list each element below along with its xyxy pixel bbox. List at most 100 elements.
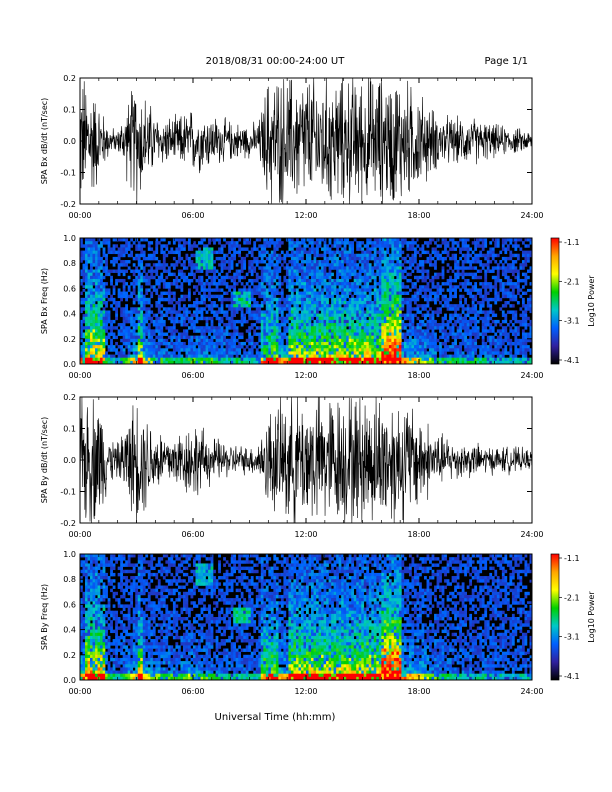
spectrogram-cell — [328, 319, 332, 324]
spectrogram-cell — [386, 332, 390, 336]
spectrogram-cell — [351, 345, 355, 349]
spectrogram-cell — [230, 247, 234, 251]
spectrogram-cell — [401, 335, 405, 340]
spectrogram-cell — [278, 348, 282, 352]
spectrogram-cell — [373, 266, 377, 270]
spectrogram-cell — [411, 348, 415, 352]
spectrogram-cell — [132, 316, 136, 321]
spectrogram-cell — [348, 291, 352, 295]
spectrogram-cell — [115, 278, 118, 283]
spectrogram-cell — [454, 307, 457, 311]
spectrogram-cell — [205, 266, 209, 270]
spectrogram-cell — [381, 244, 385, 248]
spectrogram-cell — [341, 307, 344, 311]
spectrogram-cell — [260, 348, 264, 352]
spectrogram-cell — [182, 275, 186, 280]
spectrogram-cell — [177, 247, 181, 251]
spectrogram-cell — [308, 294, 312, 299]
spectrogram-cell — [426, 244, 430, 248]
spectrogram-cell — [243, 304, 247, 308]
spectrogram-cell — [381, 323, 385, 327]
spectrogram-cell — [90, 244, 93, 248]
spectrogram-cell — [313, 263, 317, 267]
spectrogram-cell — [195, 326, 199, 330]
spectrogram-cell — [376, 354, 380, 358]
spectrogram-cell — [273, 360, 277, 365]
spectrogram-cell — [105, 319, 108, 324]
spectrogram-cell — [157, 332, 161, 336]
spectrogram-cell — [388, 345, 392, 349]
spectrogram-cell — [157, 348, 161, 352]
spectrogram-cell — [469, 357, 473, 362]
spectrogram-cell — [328, 288, 332, 292]
spectrogram-cell — [391, 275, 395, 280]
spectrogram-cell — [441, 323, 445, 327]
spectrogram-cell — [323, 329, 327, 333]
spectrogram-cell — [248, 310, 252, 314]
spectrogram-cell — [300, 357, 304, 362]
spectrogram-cell — [398, 244, 402, 248]
spectrogram-cell — [230, 323, 234, 327]
spectrogram-cell — [444, 345, 447, 349]
spectrogram-cell — [233, 304, 236, 308]
spectrogram-cell — [87, 244, 91, 248]
spectrogram-cell — [290, 266, 294, 270]
spectrogram-cell — [95, 288, 98, 292]
spectrogram-cell — [416, 294, 420, 299]
spectrogram-cell — [145, 256, 149, 261]
spectrogram-cell — [182, 294, 186, 299]
spectrogram-cell — [326, 348, 329, 352]
spectrogram-cell — [102, 285, 106, 289]
spectrogram-cell — [140, 313, 144, 318]
spectrogram-cell — [265, 288, 269, 292]
spectrogram-cell — [180, 319, 184, 324]
spectrogram-cell — [228, 247, 231, 251]
spectrogram-cell — [90, 332, 93, 336]
spectrogram-cell — [182, 307, 186, 311]
spectrogram-cell — [388, 316, 392, 321]
spectrogram-cell — [273, 263, 277, 267]
spectrogram-cell — [97, 332, 101, 336]
spectrogram-cell — [376, 319, 380, 324]
spectrogram-cell — [250, 272, 254, 277]
spectrogram-cell — [82, 335, 86, 340]
spectrogram-cell — [125, 291, 129, 295]
spectrogram-cell — [381, 326, 385, 330]
spectrogram-cell — [223, 263, 226, 267]
spectrogram-cell — [351, 304, 355, 308]
spectrogram-cell — [318, 360, 322, 365]
spectrogram-cell — [361, 247, 365, 251]
spectrogram-cell — [140, 250, 144, 255]
spectrogram-cell — [162, 307, 166, 311]
spectrogram-cell — [238, 307, 242, 311]
spectrogram-cell — [225, 357, 229, 362]
spectrogram-cell — [311, 269, 314, 273]
spectrogram-cell — [351, 250, 355, 255]
spectrogram-cell — [120, 360, 123, 365]
spectrogram-cell — [190, 247, 194, 251]
spectrogram-cell — [466, 266, 470, 270]
spectrogram-cell — [351, 307, 355, 311]
spectrogram-cell — [424, 250, 427, 255]
spectrogram-cell — [426, 313, 430, 318]
spectrogram-cell — [223, 310, 226, 314]
spectrogram-cell — [300, 256, 304, 261]
spectrogram-cell — [391, 307, 395, 311]
spectrogram-cell — [363, 345, 367, 349]
spectrogram-cell — [125, 269, 129, 273]
spectrogram-cell — [167, 360, 171, 365]
spectrogram-cell — [273, 291, 277, 295]
spectrogram-cell — [193, 351, 196, 355]
spectrogram-cell — [195, 244, 199, 248]
spectrogram-cell — [95, 323, 98, 327]
spectrogram-cell — [172, 307, 176, 311]
spectrogram-cell — [187, 244, 191, 248]
spectrogram-cell — [275, 269, 279, 273]
spectrogram-cell — [353, 278, 357, 283]
spectrogram-cell — [343, 319, 347, 324]
spectrogram-cell — [82, 266, 86, 270]
spectrogram-cell — [341, 335, 344, 340]
spectrogram-cell — [182, 310, 186, 314]
spectrogram-cell — [353, 285, 357, 289]
spectrogram-cell — [263, 316, 267, 321]
